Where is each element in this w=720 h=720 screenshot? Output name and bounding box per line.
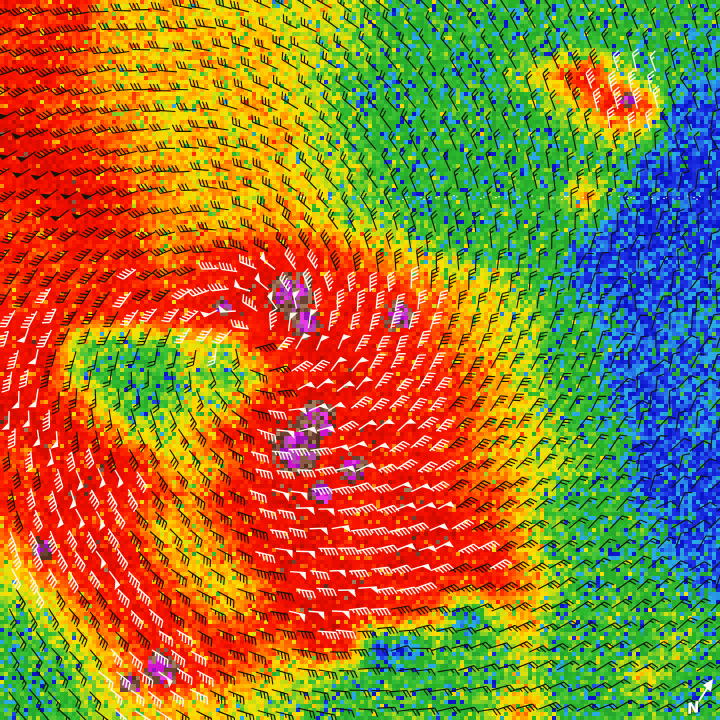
wind-map-root	[0, 0, 720, 720]
wind-field-canvas	[0, 0, 720, 720]
